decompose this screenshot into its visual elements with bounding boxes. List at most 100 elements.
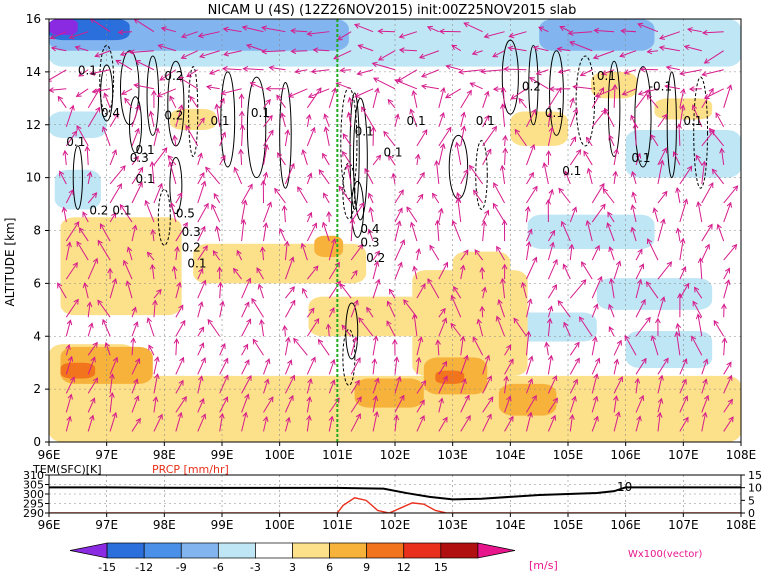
- surface-x-tick-label: 106E: [610, 518, 641, 532]
- contour-line: [549, 50, 564, 136]
- wind-vector: [306, 378, 312, 394]
- wind-vector: [691, 336, 703, 356]
- wind-vector: [284, 241, 288, 261]
- wind-vector: [263, 144, 268, 166]
- wind-vector: [569, 136, 577, 147]
- wind-vector: [416, 172, 425, 185]
- wind-vector: [234, 167, 243, 185]
- wind-vector: [502, 87, 506, 108]
- wind-vector-head: [397, 207, 403, 214]
- wind-vector: [197, 172, 205, 185]
- wind-vector-head: [599, 182, 605, 189]
- wind-vector-head: [501, 219, 508, 226]
- wind-vector-head: [179, 356, 185, 363]
- wind-vector-head: [61, 206, 68, 213]
- wind-vector: [692, 301, 703, 318]
- wind-vector: [263, 99, 271, 109]
- temp-annotation: 10: [617, 480, 632, 494]
- wind-vector: [621, 30, 637, 33]
- wind-vector: [372, 88, 379, 108]
- wind-vector-head: [367, 228, 373, 235]
- wind-vector-head: [548, 126, 555, 133]
- wind-vector-head: [306, 414, 312, 421]
- wind-vector: [109, 374, 114, 394]
- wind-vector: [65, 377, 75, 394]
- wind-vector: [219, 155, 226, 166]
- wind-vector-head: [157, 182, 163, 189]
- wind-vector-head: [574, 357, 580, 364]
- wind-vector-head: [592, 54, 599, 60]
- wind-vector: [324, 114, 330, 128]
- wind-vector: [124, 98, 133, 109]
- wind-vector-head: [525, 240, 532, 247]
- wind-vector: [559, 26, 571, 33]
- wind-vector-head: [326, 210, 332, 217]
- wind-vector-head: [655, 317, 661, 324]
- wind-vector-head: [569, 97, 575, 104]
- wind-vector: [446, 65, 461, 71]
- wind-vector: [159, 69, 177, 81]
- wind-vector: [569, 358, 580, 375]
- wind-vector: [543, 162, 549, 185]
- wind-vector-head: [154, 356, 160, 363]
- wind-vector: [65, 394, 72, 413]
- wind-vector: [460, 355, 468, 375]
- wind-vector-head: [205, 166, 211, 173]
- wind-vector: [361, 106, 374, 128]
- wind-vector: [593, 50, 615, 59]
- wind-vector-head: [217, 281, 224, 288]
- wind-vector: [213, 193, 221, 204]
- colorbar-cell: [329, 542, 368, 559]
- wind-vector-head: [233, 166, 239, 173]
- wind-vector-head: [367, 192, 374, 199]
- wind-vector: [87, 323, 93, 337]
- wind-vector: [569, 342, 580, 356]
- wind-vector: [624, 335, 637, 356]
- wind-vector-head: [214, 225, 221, 232]
- wind-vector: [436, 220, 440, 242]
- wind-vector-head: [161, 147, 168, 154]
- wind-vector: [65, 416, 71, 432]
- wind-vector: [701, 395, 709, 413]
- wind-vector: [657, 398, 662, 413]
- wind-vector-head: [463, 22, 470, 28]
- wind-vector: [673, 151, 681, 166]
- wind-vector-head: [284, 129, 291, 136]
- wind-vector: [509, 31, 527, 38]
- wind-vector-head: [592, 336, 598, 343]
- wind-vector-head: [650, 133, 656, 140]
- wind-vector: [679, 89, 685, 108]
- wind-vector: [358, 317, 374, 337]
- wind-vector-head: [289, 286, 295, 292]
- wind-vector-head: [544, 341, 550, 348]
- wind-vector-head: [660, 296, 666, 303]
- wind-vector: [677, 228, 681, 242]
- wind-vector-head: [461, 378, 467, 385]
- wind-vector: [90, 69, 111, 75]
- wind-vector: [412, 90, 418, 108]
- contour-label: 0.2: [182, 241, 201, 255]
- wind-vector: [105, 342, 111, 356]
- wind-vector-head: [211, 203, 217, 210]
- wind-vector: [547, 375, 557, 394]
- wind-vector-head: [246, 277, 252, 284]
- wind-vector: [173, 135, 177, 146]
- wind-vector-head: [66, 241, 72, 248]
- wind-vector-head: [373, 77, 379, 83]
- wind-vector-head: [157, 413, 163, 420]
- wind-vector-head: [259, 246, 266, 253]
- wind-vector-head: [90, 356, 96, 363]
- wind-vector: [713, 320, 725, 337]
- wind-vector-head: [185, 124, 191, 131]
- wind-vector-head: [73, 298, 79, 305]
- wind-vector: [308, 88, 330, 98]
- wind-vector-head: [302, 287, 308, 294]
- wind-vector-head: [645, 281, 652, 287]
- contour-label: 0.2: [164, 69, 183, 83]
- wind-vector: [609, 246, 615, 261]
- wind-vector-head: [682, 358, 688, 365]
- wind-vector-head: [352, 269, 358, 276]
- wind-vector-head: [157, 43, 164, 50]
- wind-vector-head: [508, 32, 515, 39]
- wind-vector: [421, 85, 439, 90]
